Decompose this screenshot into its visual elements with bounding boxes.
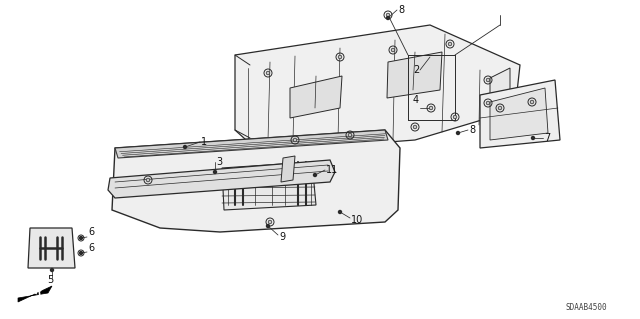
Text: 7: 7 (544, 133, 550, 143)
Ellipse shape (486, 78, 490, 82)
Circle shape (79, 236, 83, 240)
Circle shape (456, 131, 460, 135)
Text: 9: 9 (279, 232, 285, 242)
Polygon shape (222, 162, 316, 210)
Ellipse shape (486, 101, 490, 105)
Circle shape (79, 251, 83, 255)
Text: FR.: FR. (28, 285, 47, 299)
Ellipse shape (338, 55, 342, 59)
Ellipse shape (429, 106, 433, 110)
Text: 10: 10 (351, 215, 364, 225)
Polygon shape (490, 88, 548, 140)
Circle shape (51, 269, 54, 271)
Ellipse shape (80, 252, 82, 254)
Circle shape (184, 145, 186, 149)
Ellipse shape (348, 133, 352, 137)
Circle shape (214, 170, 216, 174)
Ellipse shape (268, 220, 272, 224)
Polygon shape (290, 76, 342, 118)
Polygon shape (28, 228, 75, 268)
Ellipse shape (293, 138, 297, 142)
Text: 3: 3 (216, 157, 222, 167)
Polygon shape (387, 52, 442, 98)
Circle shape (339, 211, 342, 213)
Polygon shape (235, 25, 520, 148)
Text: 11: 11 (326, 165, 339, 175)
Ellipse shape (391, 48, 395, 52)
Ellipse shape (266, 71, 270, 75)
Circle shape (387, 17, 390, 19)
Ellipse shape (80, 237, 82, 239)
Polygon shape (281, 156, 295, 182)
Text: 1: 1 (201, 137, 207, 147)
Text: 4: 4 (413, 95, 419, 105)
Text: 5: 5 (47, 275, 53, 285)
Circle shape (314, 174, 317, 176)
Text: 2: 2 (413, 65, 419, 75)
Ellipse shape (448, 42, 452, 46)
Circle shape (266, 225, 269, 227)
Ellipse shape (530, 100, 534, 104)
Text: 6: 6 (88, 243, 94, 253)
Circle shape (531, 137, 534, 139)
Ellipse shape (386, 13, 390, 17)
Ellipse shape (146, 178, 150, 182)
Text: 8: 8 (398, 5, 404, 15)
Polygon shape (18, 286, 52, 302)
Ellipse shape (453, 115, 457, 119)
Text: SDAAB4500: SDAAB4500 (565, 303, 607, 313)
Text: 8: 8 (469, 125, 475, 135)
Polygon shape (480, 80, 560, 148)
Ellipse shape (413, 125, 417, 129)
Text: 6: 6 (88, 227, 94, 237)
Polygon shape (112, 130, 400, 232)
Polygon shape (108, 160, 335, 198)
Polygon shape (115, 130, 388, 158)
Ellipse shape (498, 106, 502, 110)
Polygon shape (490, 68, 510, 110)
